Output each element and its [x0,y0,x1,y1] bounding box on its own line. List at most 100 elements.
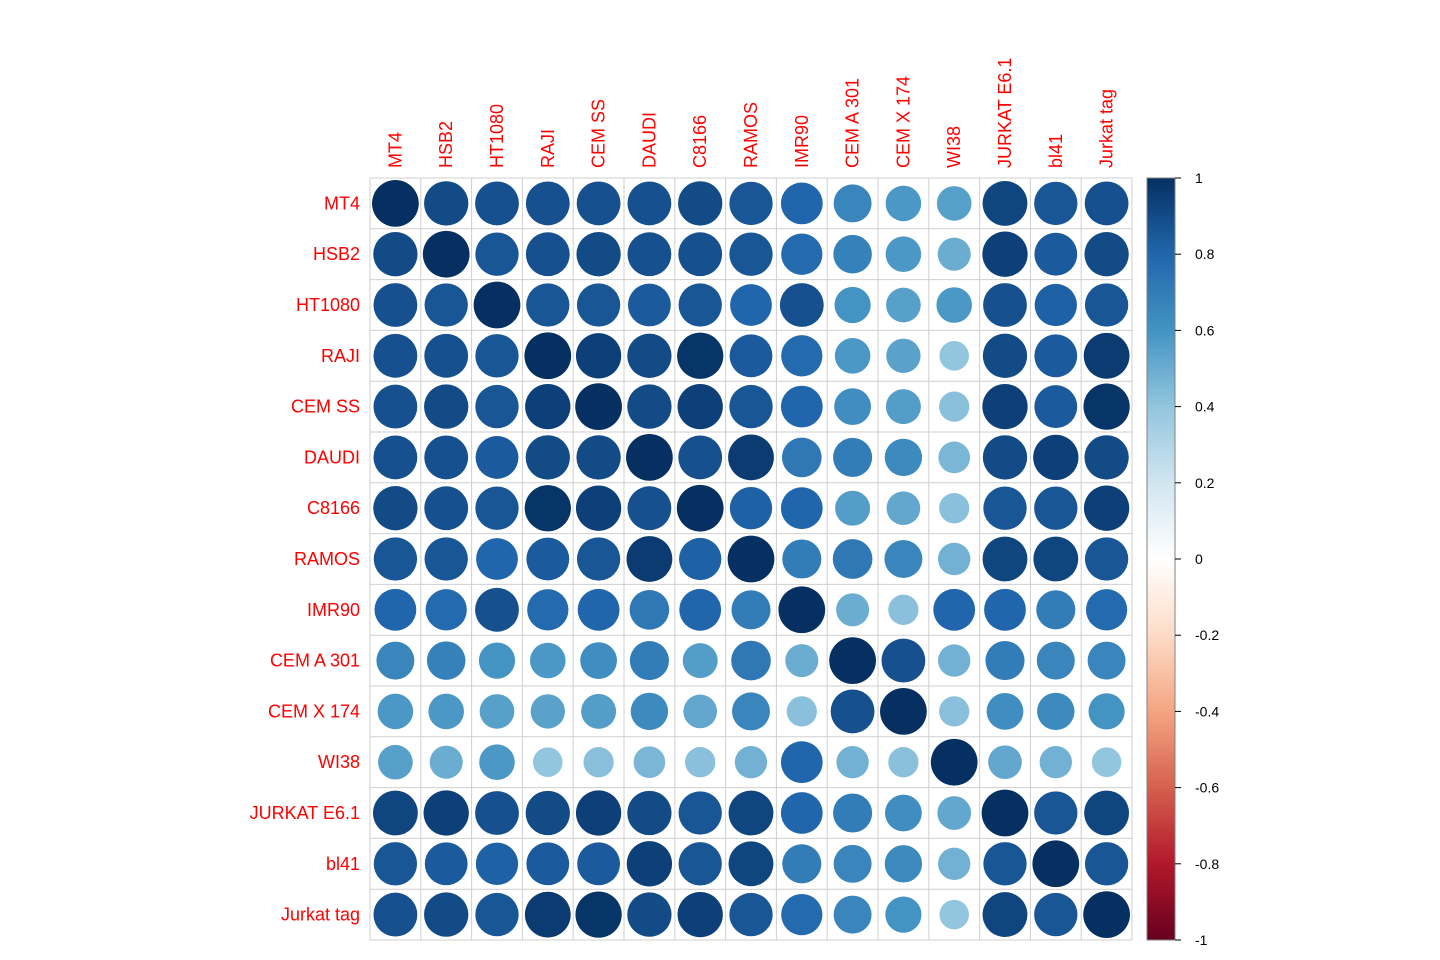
corr-circle-0-13 [1034,181,1078,226]
corr-circle-13-12 [983,842,1027,886]
corr-circle-4-11 [939,391,970,422]
corr-circle-4-14 [1083,383,1130,430]
colorbar-tick-label: 0.6 [1195,322,1215,338]
corr-circle-14-13 [1034,892,1078,937]
corr-circle-8-4 [577,588,620,631]
corr-circle-3-2 [475,334,519,378]
corr-circle-10-8 [786,696,817,727]
corr-circle-1-12 [982,231,1028,277]
corr-circle-2-11 [936,287,972,323]
corr-circle-13-6 [678,842,722,886]
corr-circle-9-7 [731,640,771,681]
corr-circle-1-7 [729,232,773,276]
corr-circle-5-0 [373,435,418,480]
corr-circle-6-13 [1034,486,1078,530]
corr-circle-8-7 [731,590,771,630]
colorbar-tick-label: 0.8 [1195,246,1215,262]
corr-circle-6-14 [1083,485,1130,531]
corr-circle-2-14 [1084,283,1129,327]
corr-circle-1-6 [678,232,723,277]
corr-circle-7-8 [782,539,822,579]
corr-circle-14-9 [833,895,872,934]
corr-circle-6-7 [729,487,773,530]
corr-circle-4-8 [780,385,823,428]
corr-circle-10-10 [880,688,927,735]
corr-circle-4-3 [525,383,571,430]
circles [372,180,1130,938]
corr-circle-3-12 [982,333,1028,378]
corr-circle-3-6 [677,332,724,379]
corr-circle-9-12 [985,641,1025,681]
corr-circle-4-2 [475,384,519,429]
corr-circle-11-12 [988,745,1022,780]
corr-circle-4-1 [424,384,469,429]
corr-circle-10-14 [1088,693,1125,730]
corr-circle-3-10 [886,338,921,373]
corr-circle-3-8 [781,335,823,377]
corr-circle-9-3 [530,642,566,679]
corr-circle-2-10 [886,287,921,323]
corr-circle-0-9 [833,184,872,223]
corr-circle-3-9 [834,338,871,374]
corr-circle-14-3 [524,891,571,938]
row-label: HT1080 [296,295,360,315]
corr-circle-6-5 [627,486,672,531]
corr-circle-13-4 [577,842,621,886]
corr-circle-8-3 [527,589,569,631]
colorbar-tick-label: -1 [1195,932,1208,948]
corr-circle-7-0 [373,537,418,581]
corr-circle-14-14 [1083,891,1130,938]
corr-circle-11-7 [734,746,768,779]
corr-circle-2-5 [627,283,671,327]
corr-circle-6-6 [676,484,724,532]
colorbar-tick-label: 1 [1195,170,1203,186]
corr-circle-0-14 [1084,181,1129,226]
corr-circle-10-9 [830,689,875,734]
corr-circle-14-2 [475,892,519,937]
corr-circle-6-9 [835,490,871,526]
corr-circle-7-9 [832,539,873,579]
corr-circle-0-6 [678,181,723,226]
column-label: RAJI [538,129,558,168]
corr-circle-13-14 [1084,842,1129,886]
corr-circle-5-2 [475,435,519,479]
corr-circle-4-12 [982,383,1028,430]
corr-circle-8-13 [1036,590,1076,630]
corr-circle-2-9 [834,286,871,324]
column-label: HT1080 [487,104,507,168]
corr-circle-7-14 [1084,537,1129,581]
corr-circle-10-13 [1037,692,1075,731]
corr-circle-8-6 [679,588,722,631]
column-label: CEM SS [589,99,609,168]
colorbar-tick-label: 0.2 [1195,475,1215,491]
corr-circle-2-2 [473,281,521,329]
column-label: CEM A 301 [843,78,863,168]
corr-circle-7-2 [476,538,518,580]
corr-circle-7-3 [526,537,570,581]
row-label: CEM X 174 [268,701,360,721]
corr-circle-7-4 [576,537,621,581]
corr-circle-5-10 [884,438,923,477]
column-label: bl41 [1046,134,1066,168]
column-label: DAUDI [639,112,659,168]
corr-circle-6-4 [575,485,622,531]
corr-circle-12-10 [885,794,922,832]
corr-circle-8-14 [1085,589,1128,631]
corr-circle-10-11 [939,696,970,727]
row-label: CEM SS [291,397,360,417]
corr-circle-14-5 [627,892,672,937]
corr-circle-0-3 [525,181,570,226]
corr-circle-9-10 [881,638,926,683]
corr-circle-0-4 [576,181,621,226]
corr-circle-8-1 [425,589,467,631]
corr-circle-12-1 [423,790,469,836]
corr-circle-13-9 [833,844,872,883]
corr-circle-1-0 [373,232,418,277]
corr-circle-9-0 [376,641,415,680]
corr-circle-6-11 [939,493,970,524]
corr-circle-8-5 [629,589,670,630]
column-labels: MT4 HSB2 HT1080 RAJI CEM SS DAUDI C8166 RAMOS IM… [385,58,1116,168]
corr-circle-11-10 [888,747,919,778]
row-label: WI38 [318,752,360,772]
colorbar-tick-label: 0.4 [1195,399,1215,415]
